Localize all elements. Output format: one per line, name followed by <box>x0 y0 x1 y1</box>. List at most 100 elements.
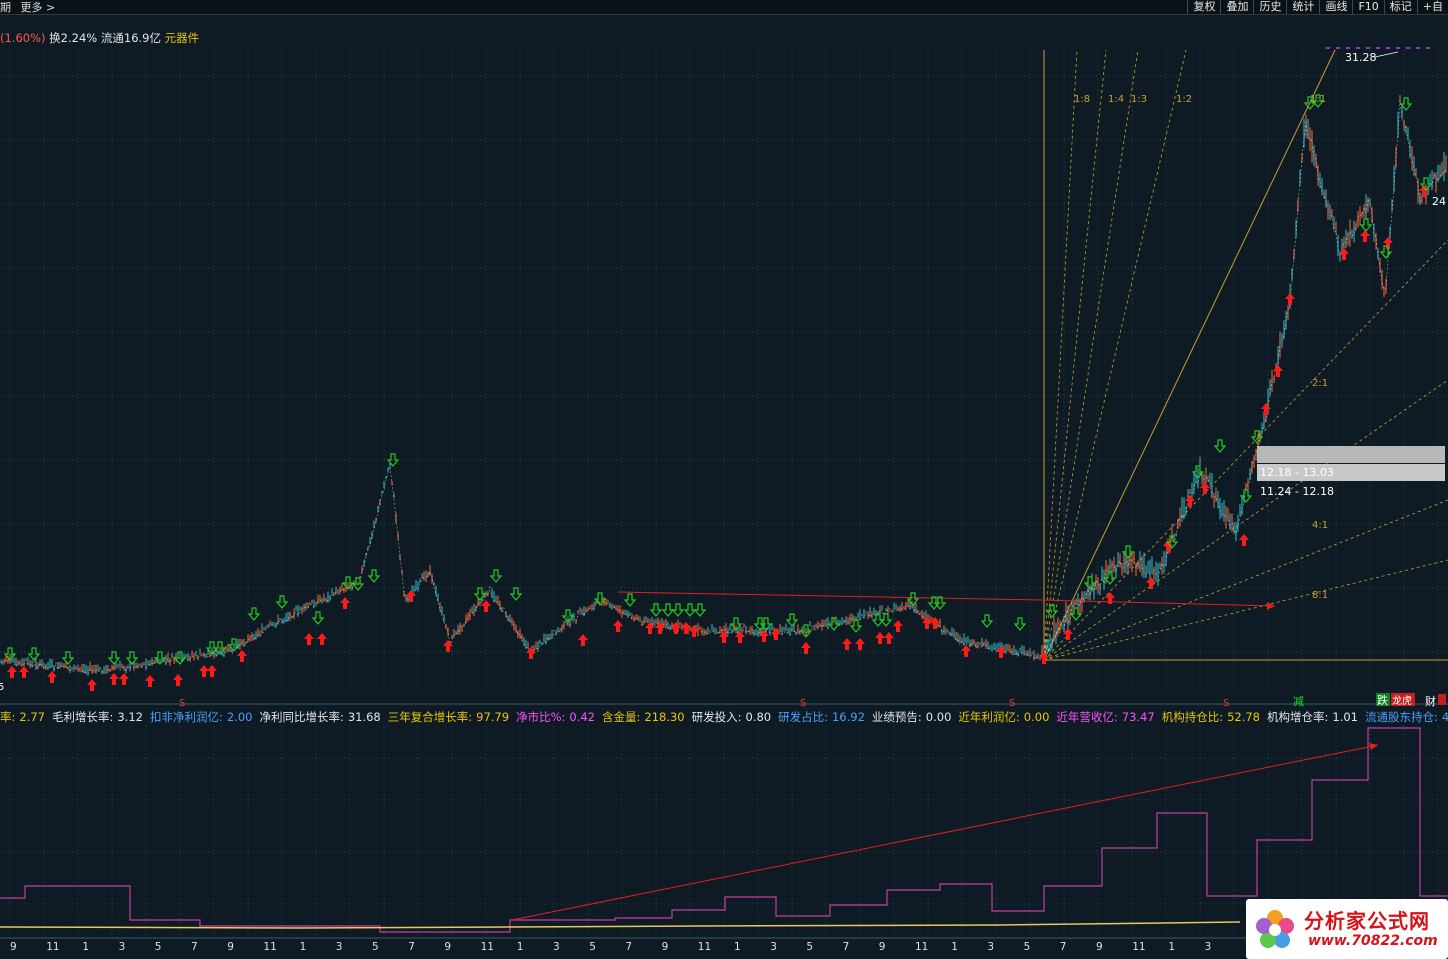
financial-label: 研发占比: <box>778 710 828 724</box>
fan-line-steep <box>1043 49 1078 661</box>
overlay-button[interactable]: 叠加 <box>1220 0 1253 14</box>
financial-item: 机构持仓比: 52.78 <box>1162 710 1260 724</box>
sell-arrow-icon <box>341 576 355 590</box>
x-axis-tick-label: 11 <box>1132 941 1146 953</box>
longhu-signal: 龙虎 <box>1392 694 1412 707</box>
x-axis-tick-label: 7 <box>408 941 415 953</box>
buy-arrow-icon <box>801 642 811 654</box>
x-axis-tick-label: 1 <box>516 941 524 953</box>
toolbar-buttons: 复权 叠加 历史 统计 画线 F10 标记 +自 <box>1187 0 1448 14</box>
draw-line-button[interactable]: 画线 <box>1319 0 1352 14</box>
buy-arrow-icon <box>930 617 940 629</box>
sell-arrow-icon <box>649 603 663 617</box>
sell-arrow-icon <box>671 603 685 617</box>
buy-arrow-icon <box>237 650 247 662</box>
sell-arrow-icon <box>593 592 607 606</box>
sell-arrow-icon <box>351 577 365 591</box>
sell-arrow-icon <box>1399 97 1413 111</box>
financial-label: 机构持仓比: <box>1161 710 1224 724</box>
fan-line-steep <box>1043 49 1139 661</box>
financial-value: 218.30 <box>644 710 685 724</box>
sell-arrow-icon <box>3 647 17 661</box>
history-button[interactable]: 历史 <box>1253 0 1286 14</box>
mark-button[interactable]: 标记 <box>1383 0 1417 14</box>
buy-arrow-icon <box>645 622 655 634</box>
trend-arrowhead <box>1267 602 1275 610</box>
f10-button[interactable]: F10 <box>1352 0 1383 14</box>
statistics-button[interactable]: 统计 <box>1286 0 1319 14</box>
financial-item: 机构增仓率: 1.01 <box>1267 710 1358 724</box>
financial-item: 毛利增长率: 3.12 <box>52 710 143 724</box>
sell-arrow-icon <box>61 651 75 665</box>
buy-arrow-icon <box>1339 248 1349 260</box>
financial-item: 三年复合增长率: 97.79 <box>388 710 509 724</box>
fan-line-1-1 <box>1043 49 1336 661</box>
longhu-signal-bg <box>1391 693 1415 706</box>
financial-item: 含金量: 218.30 <box>602 710 685 724</box>
buy-arrow-icon <box>1419 185 1429 197</box>
buy-arrow-icon <box>613 620 623 632</box>
sell-arrow-icon <box>849 619 863 633</box>
logo-url: www.70822.com <box>1308 933 1438 949</box>
kline-chart[interactable]: 1:8 1:4 1:3 1:2 1:1 2:1 4:1 8:1 31.28 24 5 S S S S 减 跌龙虎… <box>0 14 1448 959</box>
financial-label: 近年营收亿: <box>1056 710 1118 724</box>
period-label[interactable]: 期 <box>0 1 11 14</box>
buy-arrow-icon <box>1360 230 1370 242</box>
sell-arrow-icon <box>561 609 575 623</box>
sell-arrow-icon <box>275 595 289 609</box>
lower-trend-line <box>511 744 1379 921</box>
date-range-box-gray <box>1257 446 1445 463</box>
x-axis-tick-label: 1 <box>951 941 958 953</box>
sell-arrow-icon <box>785 613 799 627</box>
finance-signal: 财 <box>1425 694 1436 708</box>
sell-arrow-icon <box>1239 489 1253 503</box>
buy-arrow-icon <box>47 671 57 683</box>
right-price-label: 24 <box>1432 195 1446 208</box>
buy-arrow-icon <box>207 665 217 677</box>
x-axis-tick-label: 11 <box>697 941 712 953</box>
financial-value: 0.00 <box>1023 710 1050 724</box>
financial-value: 0.00 <box>925 710 952 724</box>
buy-arrow-icon <box>340 597 350 609</box>
x-axis-tick-label: 11 <box>263 941 277 953</box>
sell-arrow-icon <box>1250 430 1264 444</box>
sell-arrow-icon <box>1419 177 1433 191</box>
financial-label: 含金量: <box>602 710 641 724</box>
date-range-box-2: 11.24 - 12.18 <box>1260 485 1334 498</box>
x-axis-tick-label: 9 <box>10 941 17 953</box>
financial-value: 16.92 <box>831 710 865 724</box>
financial-value: 2.00 <box>226 710 253 724</box>
financial-item: 净市比%: 0.42 <box>516 710 595 724</box>
x-axis-tick-label: 9 <box>444 941 452 953</box>
sell-arrow-icon <box>173 651 187 665</box>
chart-grid <box>0 50 1448 939</box>
chart-labels: 1:8 1:4 1:3 1:2 1:1 2:1 4:1 8:1 31.28 24 5 S S S S 减 跌龙虎… <box>0 47 1446 709</box>
holding-indicator <box>0 727 1448 933</box>
financial-value: 73.47 <box>1121 710 1155 724</box>
restore-rights-button[interactable]: 复权 <box>1187 0 1220 14</box>
buy-arrow-icon <box>406 590 416 602</box>
sell-arrow-icon <box>107 651 121 665</box>
signal-arrows <box>3 94 1433 691</box>
sell-arrow-icon <box>1213 439 1227 453</box>
financial-value: 52.78 <box>1227 710 1261 724</box>
x-axis-tick-label: 3 <box>987 941 995 953</box>
gann-fan <box>617 49 1448 661</box>
sector-name[interactable]: 元器件 <box>164 31 200 45</box>
buy-arrow-icon <box>671 622 681 634</box>
financial-value: 49.39 <box>1441 710 1448 724</box>
x-axis-tick-label: 5 <box>154 941 162 953</box>
financial-label: 三年复合增长率: <box>387 710 473 724</box>
price-series <box>0 95 1447 676</box>
add-custom-button[interactable]: +自 <box>1416 0 1448 14</box>
more-menu[interactable]: 更多 > <box>20 1 56 14</box>
x-axis-tick-label: 5 <box>372 941 379 953</box>
financial-item: 扣非净利润亿: 2.00 <box>150 710 252 724</box>
financial-item: 研发占比: 16.92 <box>778 710 865 724</box>
financial-label: 扣非净利润亿: <box>149 710 223 724</box>
x-axis-tick-label: 3 <box>335 941 343 953</box>
fan-line-flat <box>1043 379 1448 661</box>
sell-arrow-icon <box>247 607 261 621</box>
lower-trend-arrowhead <box>1369 743 1378 750</box>
x-axis-tick-label: 1 <box>734 941 741 953</box>
